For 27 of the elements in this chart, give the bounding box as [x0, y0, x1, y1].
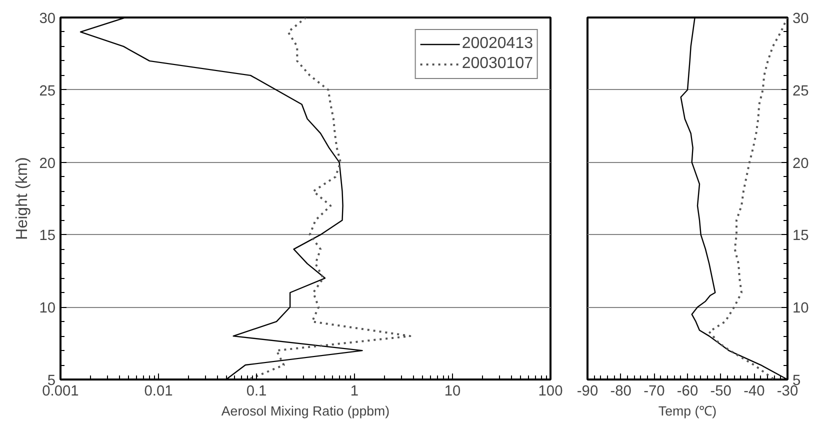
y-axis-title: Height (km) — [14, 157, 32, 240]
y-tick-label: 30 — [39, 11, 56, 27]
x-tick-label: -50 — [710, 384, 732, 400]
x-tick-label: -60 — [676, 384, 698, 400]
x-tick-label: 1 — [350, 384, 359, 400]
y-tick-label: 10 — [39, 300, 56, 317]
y-tick-label: 10 — [792, 300, 809, 317]
y-tick-label: 30 — [792, 11, 809, 27]
legend-label: 20020413 — [462, 35, 533, 53]
y-tick-label: 25 — [792, 83, 809, 100]
x-tick-label: -70 — [644, 384, 665, 400]
x-tick-label: 10 — [444, 384, 461, 400]
y-tick-label: 20 — [792, 156, 809, 172]
x-tick-label: -80 — [610, 384, 632, 400]
x-tick-label: 0.01 — [144, 384, 173, 400]
x-tick-label: -30 — [776, 384, 798, 400]
x-tick-label: 100 — [538, 384, 563, 400]
x-tick-label: -90 — [576, 384, 598, 400]
y-tick-label: 25 — [39, 83, 56, 100]
x-tick-label: 0.1 — [246, 384, 267, 400]
y-tick-label: 15 — [792, 228, 809, 244]
y-tick-label: 20 — [39, 156, 56, 172]
x-axis-title: Aerosol Mixing Ratio (ppbm) — [221, 404, 390, 418]
y-tick-label: 15 — [39, 228, 56, 244]
x-axis-title: Temp (℃) — [658, 404, 717, 418]
x-tick-label: -40 — [744, 384, 765, 400]
legend-label: 20030107 — [462, 55, 533, 73]
